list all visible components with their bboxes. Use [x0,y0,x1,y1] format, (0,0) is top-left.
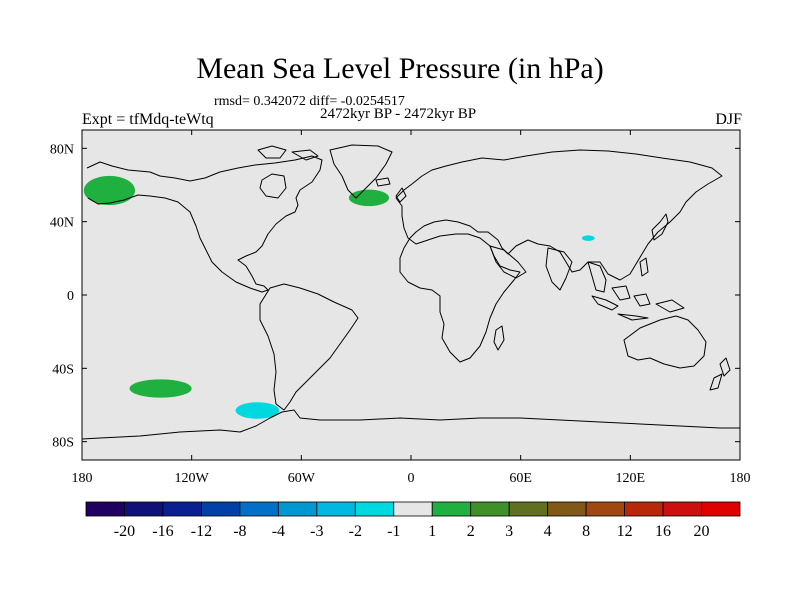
colorbar-label: 2 [467,523,475,540]
colorbar-swatch [393,501,433,517]
period-label: 2472kyr BP - 2472kyr BP [320,106,477,122]
x-tick-label: 60E [509,471,532,486]
colorbar-swatch [316,501,356,517]
colorbar-swatch [162,501,202,517]
x-tick-label: 120E [616,471,646,486]
colorbar-label: -8 [233,523,246,540]
experiment-label: Expt = tfMdq-teWtq [82,111,214,128]
colorbar-swatch [239,501,279,517]
rmsd-diff-stats: rmsd= 0.342072 diff= -0.0254517 [214,94,405,109]
x-tick-label: 120W [175,471,210,486]
colorbar-swatch [201,501,241,517]
y-tick-label: 80N [50,142,74,157]
x-tick-label: 180 [730,471,751,486]
anomaly-north-atlantic-positive [348,189,390,207]
x-tick-label: 60W [288,471,316,486]
colorbar-swatch [585,501,625,517]
colorbar-swatch [124,501,164,517]
colorbar-label: -16 [152,523,173,540]
anomaly-amundsen-negative [235,402,280,419]
colorbar-label: -2 [349,523,362,540]
colorbar-swatch [277,501,318,517]
coastlines [82,144,740,440]
colorbar-label: -3 [310,523,323,540]
colorbar-swatch [470,501,510,517]
y-tick-label: 40N [50,216,74,231]
y-tick-label: 40S [52,362,74,377]
colorbar-swatch [431,501,472,517]
colorbar-label: 3 [505,523,513,540]
colorbar-swatch [508,501,549,517]
colorbar-swatch [662,501,702,517]
colorbar-label: -4 [272,523,285,540]
colorbar-label: -1 [387,523,400,540]
anomaly-north-pacific-positive [83,175,136,206]
colorbar-label: 20 [694,523,710,540]
y-tick-label: 80S [52,436,74,451]
colorbar-label: 16 [655,523,671,540]
colorbar-swatch [547,501,587,517]
anomaly-tibet-negative [581,235,595,241]
chart-title: Mean Sea Level Pressure (in hPa) [196,52,604,85]
x-tick-label: 180 [72,471,93,486]
y-tick-label: 0 [67,289,74,304]
colorbar-label: 4 [544,523,552,540]
x-tick-label: 0 [408,471,415,486]
colorbar-label: -20 [114,523,135,540]
anomaly-south-pacific-positive [129,379,192,398]
colorbar-swatch [85,501,125,517]
colorbar-label: 1 [428,523,436,540]
colorbar-swatch [701,501,741,517]
colorbar-label: -12 [191,523,212,540]
colorbar-swatch [354,501,395,517]
colorbar-swatch [624,501,664,517]
colorbar-label: 8 [582,523,590,540]
colorbar-label: 12 [617,523,633,540]
season-label: DJF [715,111,742,128]
